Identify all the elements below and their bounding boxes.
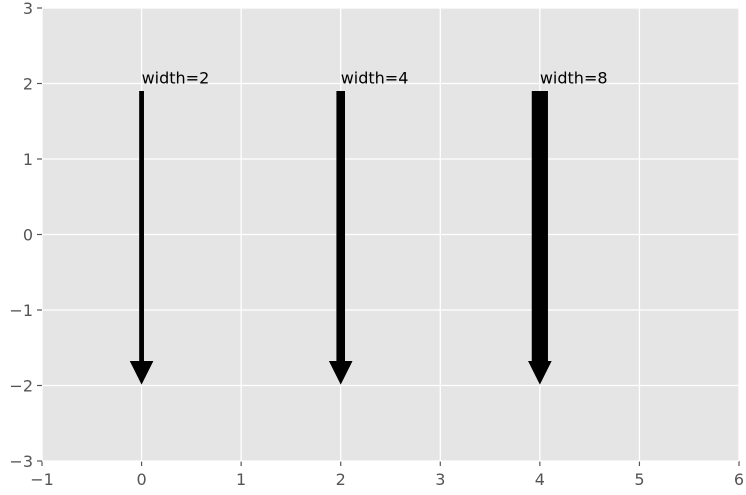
x-tick-label: 4 xyxy=(535,470,545,489)
x-tick-label: 1 xyxy=(236,470,246,489)
y-tick-label: 3 xyxy=(23,0,33,18)
y-tick-label: 2 xyxy=(23,75,33,94)
y-tick-label: −1 xyxy=(9,301,33,320)
annotation: width=8 xyxy=(540,69,608,88)
x-tick-label: −1 xyxy=(30,470,54,489)
arrow xyxy=(129,91,154,385)
y-tick-label: 0 xyxy=(23,226,33,245)
x-tick-label: 2 xyxy=(336,470,346,489)
arrow xyxy=(328,91,353,385)
arrow xyxy=(528,91,552,385)
y-tick-label: −3 xyxy=(9,452,33,471)
y-tick-label: −2 xyxy=(9,377,33,396)
x-tick-label: 6 xyxy=(734,470,744,489)
annotation: width=4 xyxy=(341,69,409,88)
annotation: width=2 xyxy=(142,69,210,88)
x-tick-label: 0 xyxy=(136,470,146,489)
x-tick-label: 5 xyxy=(634,470,644,489)
y-tick-label: 1 xyxy=(23,150,33,169)
x-tick-label: 3 xyxy=(435,470,445,489)
